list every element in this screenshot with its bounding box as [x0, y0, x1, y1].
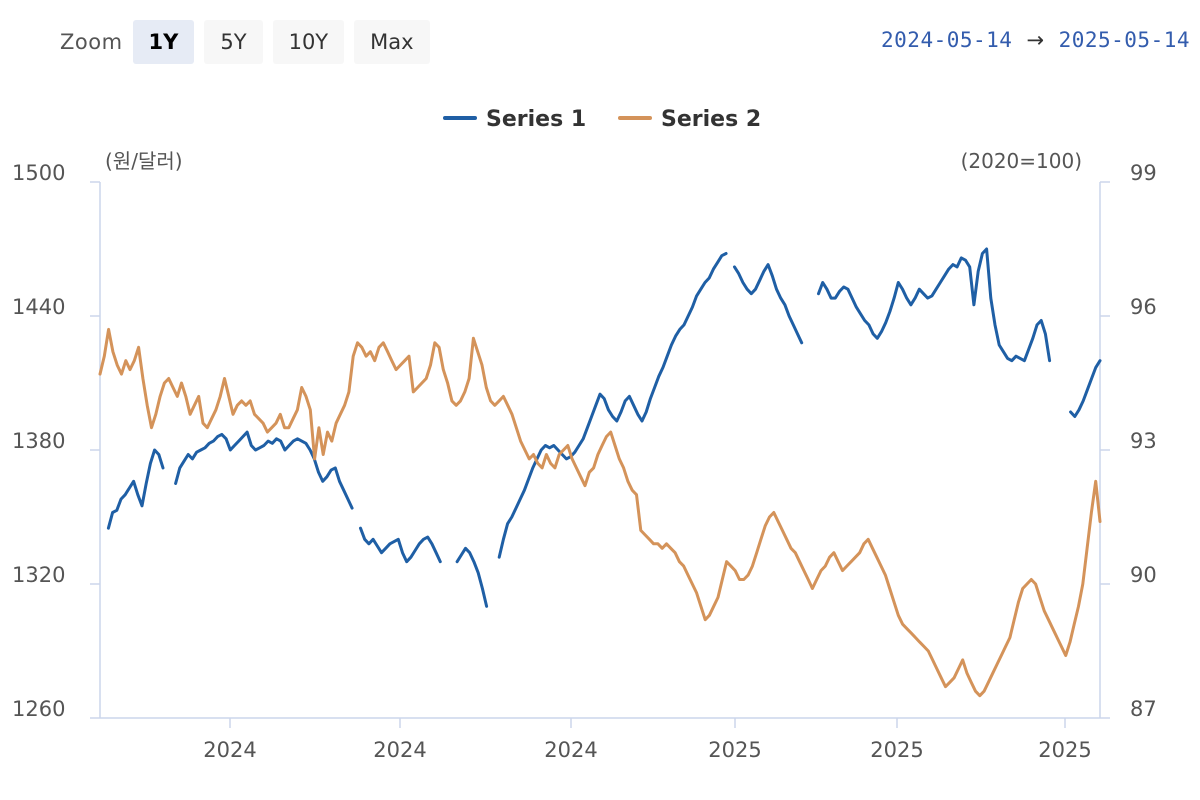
left-axis-unit-label: (원/달러)	[105, 149, 183, 173]
legend-item-series1[interactable]: Series 1	[443, 107, 586, 132]
series-2-line[interactable]	[98, 327, 1102, 698]
left-tick-label: 1380	[12, 429, 65, 453]
x-tick-label: 2024	[544, 738, 597, 762]
left-tick-label: 1260	[12, 697, 65, 721]
right-axis-unit-label: (2020=100)	[961, 149, 1082, 173]
right-tick-label: 99	[1130, 161, 1157, 185]
series-1-line[interactable]	[106, 247, 1102, 608]
range-arrow-icon: →	[1026, 28, 1045, 52]
legend-label: Series 1	[486, 107, 586, 132]
zoom-label: Zoom	[60, 30, 123, 54]
x-tick-label: 2025	[708, 738, 761, 762]
x-tick-label: 2025	[870, 738, 923, 762]
x-tick-label: 2024	[373, 738, 426, 762]
range-from-date[interactable]: 2024-05-14	[881, 28, 1013, 52]
right-tick-label: 96	[1130, 295, 1157, 319]
zoom-1y-button[interactable]: 1Y	[132, 20, 195, 64]
range-to-date[interactable]: 2025-05-14	[1058, 28, 1190, 52]
left-tick-label: 1440	[12, 295, 65, 319]
left-tick-label: 1500	[12, 161, 65, 185]
date-range: 2024-05-14 → 2025-05-14	[881, 28, 1190, 52]
zoom-toolbar: Zoom 1Y 5Y 10Y Max	[60, 20, 440, 64]
legend-item-series2[interactable]: Series 2	[618, 107, 761, 132]
x-tick-label: 2025	[1038, 738, 1091, 762]
right-tick-label: 87	[1130, 697, 1157, 721]
zoom-10y-button[interactable]: 10Y	[272, 20, 345, 64]
zoom-5y-button[interactable]: 5Y	[204, 20, 263, 64]
zoom-max-button[interactable]: Max	[354, 20, 430, 64]
legend-label: Series 2	[661, 107, 761, 132]
right-tick-label: 90	[1130, 563, 1157, 587]
x-tick-label: 2024	[203, 738, 256, 762]
right-tick-label: 93	[1130, 429, 1157, 453]
left-tick-label: 1320	[12, 563, 65, 587]
